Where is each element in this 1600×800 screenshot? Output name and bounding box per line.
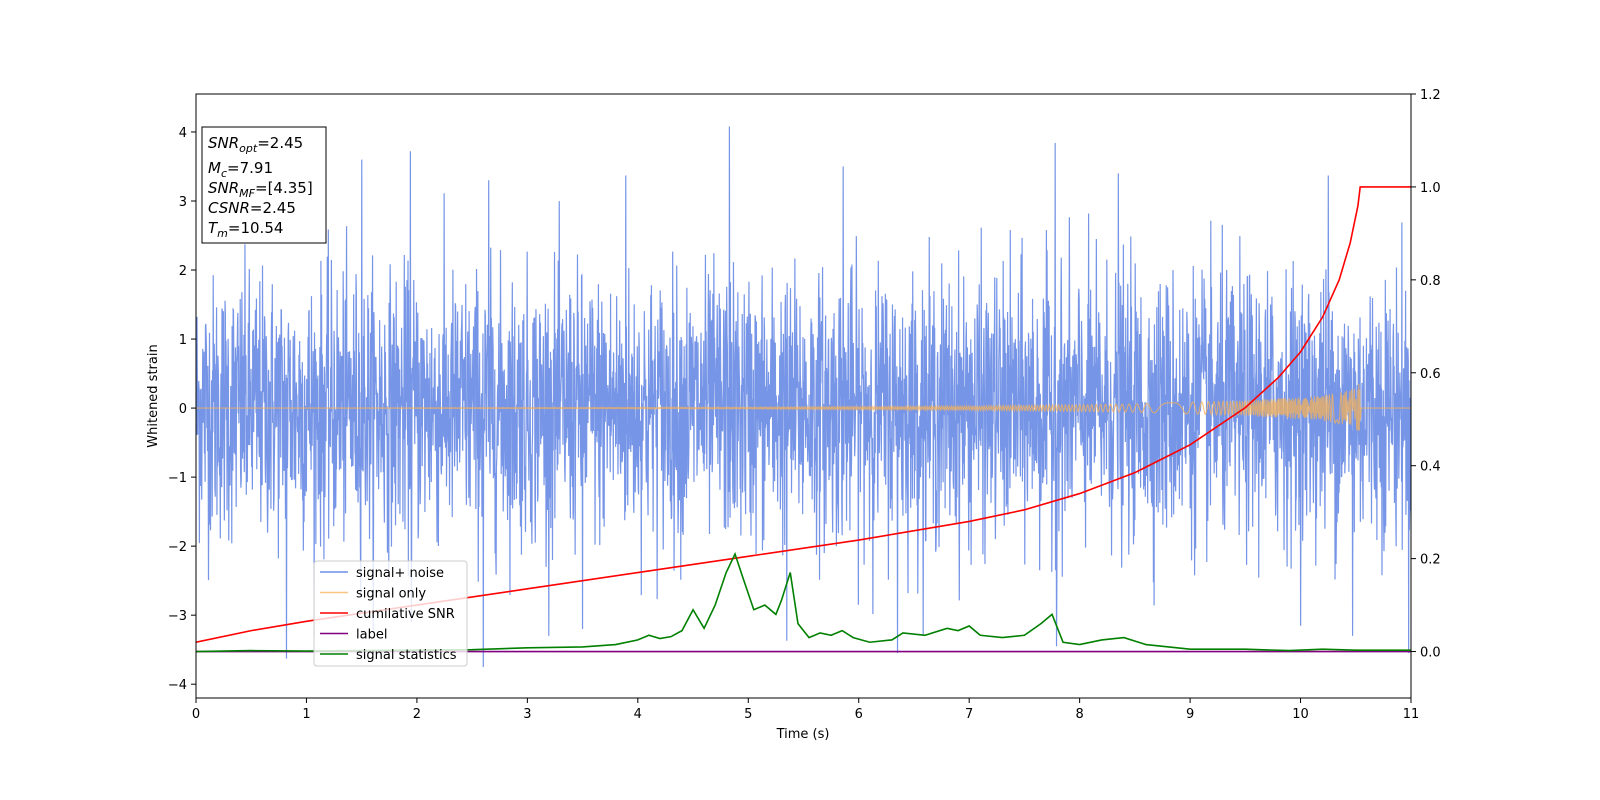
annotation-symbol: SNR — [208, 134, 239, 152]
x-tick-label: 6 — [855, 707, 863, 722]
y-right-tick-label: 0.6 — [1420, 367, 1441, 382]
annotation-line: SNRMF=[4.35] — [208, 179, 313, 200]
annotation-symbol: SNR — [208, 179, 239, 197]
legend-label-label: label — [356, 628, 387, 643]
y-left-tick-label: 2 — [179, 264, 187, 279]
series-line-cumilative-snr — [196, 186, 1411, 644]
x-tick-label: 10 — [1292, 707, 1309, 722]
x-tick-label: 11 — [1403, 707, 1420, 722]
annotation-value: =2.45 — [250, 199, 296, 217]
annotation-subscript: MF — [239, 187, 255, 200]
y-left-tick-label: −4 — [168, 678, 187, 693]
plot-frame — [195, 93, 1412, 699]
annotation-frame — [201, 126, 327, 244]
axes-layer: 0 1 2 3 4 5 6 7 8 9 10 11 −4 −3 −2 −1 0 1 2 3 4 0.0 0.2 0.4 0.6 0… — [168, 88, 1441, 722]
annotation-value: =2.45 — [257, 134, 303, 152]
legend-label-cumilative-snr: cumilative SNR — [356, 607, 455, 622]
annotation-subscript: c — [221, 167, 227, 180]
annotation-box: SNRopt=2.45Mc=7.91SNRMF=[4.35]CSNR=2.45T… — [201, 126, 327, 244]
annotation-symbol: M — [208, 159, 221, 177]
legend-label-signal-only: signal only — [356, 587, 426, 602]
y-right-tick-label: 0.2 — [1420, 553, 1441, 568]
annotation-symbol: T — [208, 219, 219, 237]
legend-label-signal-noise: signal+ noise — [356, 566, 444, 581]
y-left-tick-label: −3 — [168, 609, 187, 624]
annotation-value: =7.91 — [227, 159, 273, 177]
annotation-value: =10.54 — [228, 219, 284, 237]
x-tick-label: 8 — [1075, 707, 1083, 722]
y-right-tick-label: 0.8 — [1420, 274, 1441, 289]
x-tick-label: 3 — [523, 707, 531, 722]
y-left-tick-label: 4 — [179, 126, 187, 141]
y-right-tick-label: 0.0 — [1420, 646, 1441, 661]
annotation-subscript: opt — [239, 142, 258, 155]
annotation-line: Mc=7.91 — [208, 159, 273, 180]
legend: signal+ noise signal only cumilative SNR la… — [313, 560, 468, 667]
annotation-line: SNRopt=2.45 — [208, 134, 303, 155]
annotation-line: CSNR=2.45 — [208, 199, 296, 217]
y-left-tick-label: −2 — [168, 540, 187, 555]
legend-frame — [313, 560, 468, 667]
x-tick-label: 2 — [413, 707, 421, 722]
series-line-signal-statistics — [196, 551, 1411, 653]
x-tick-label: 5 — [744, 707, 752, 722]
annotation-subscript: m — [217, 227, 228, 240]
x-tick-label: 0 — [192, 707, 200, 722]
x-tick-label: 7 — [965, 707, 973, 722]
y-left-tick-label: 3 — [179, 195, 187, 210]
series-line-signal-only — [196, 384, 1411, 431]
annotation-line: Tm=10.54 — [208, 219, 283, 240]
series-line-signal-noise — [196, 126, 1411, 667]
annotation-value: =[4.35] — [255, 179, 313, 197]
x-tick-label: 1 — [302, 707, 310, 722]
y-left-tick-label: 1 — [179, 333, 187, 348]
y-right-tick-label: 0.4 — [1420, 460, 1441, 475]
legend-label-signal-statistics: signal statistics — [356, 648, 457, 663]
y-left-tick-label: 0 — [179, 402, 187, 417]
x-tick-label: 4 — [634, 707, 642, 722]
y-right-tick-label: 1.0 — [1420, 181, 1441, 196]
x-tick-label: 9 — [1186, 707, 1194, 722]
y-axis-label: Whitened strain — [146, 344, 161, 447]
y-right-tick-label: 1.2 — [1420, 88, 1441, 103]
x-axis-label: Time (s) — [776, 727, 830, 742]
annotation-symbol: CSNR — [208, 199, 250, 217]
y-left-tick-label: −1 — [168, 471, 187, 486]
